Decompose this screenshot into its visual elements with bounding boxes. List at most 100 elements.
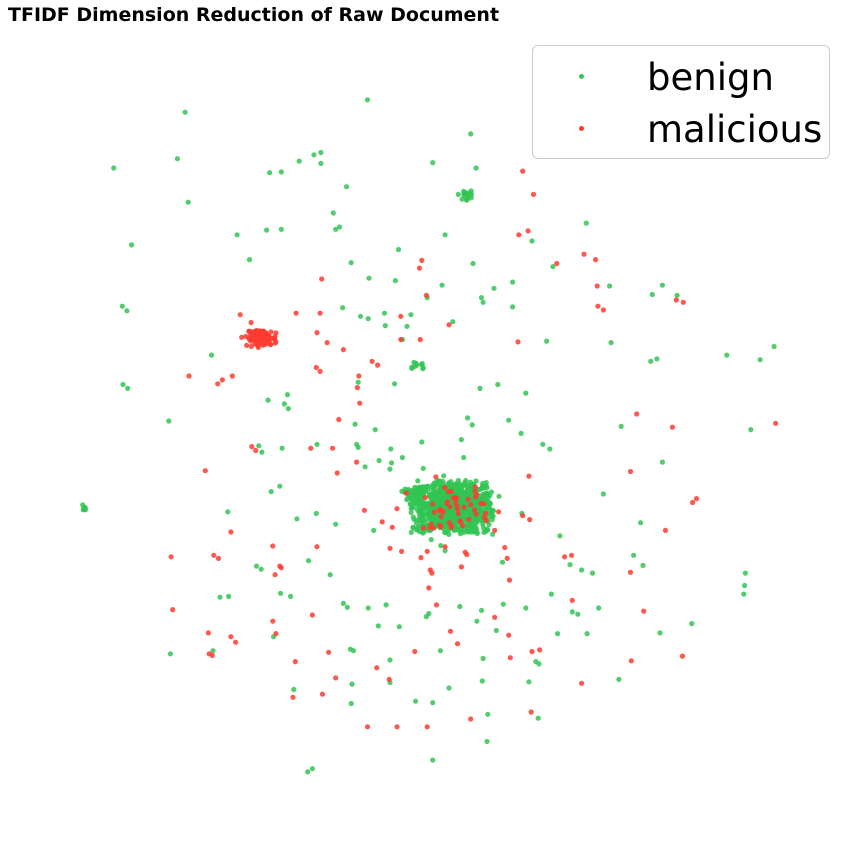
data-point-benign: [459, 196, 465, 202]
cluster-point-benign: [440, 493, 446, 499]
cluster-point-malicious: [266, 333, 272, 340]
cluster-point-benign: [412, 484, 418, 490]
data-point-malicious: [468, 716, 474, 722]
data-point-malicious: [690, 499, 696, 506]
data-point-malicious: [418, 555, 424, 561]
cluster-point-malicious: [455, 510, 461, 517]
data-point-benign: [125, 385, 131, 391]
cluster-point-malicious: [457, 518, 463, 524]
data-point-benign: [550, 264, 556, 270]
cluster-point-malicious: [468, 501, 474, 508]
data-point-benign: [234, 232, 240, 238]
cluster-point-benign: [486, 505, 492, 511]
data-point-malicious: [569, 597, 575, 603]
cluster-point-benign: [454, 482, 460, 488]
data-point-malicious: [433, 602, 440, 608]
cluster-point-malicious: [472, 507, 478, 513]
data-point-benign: [430, 757, 436, 763]
data-point-benign: [540, 441, 546, 447]
cluster-point-malicious: [450, 495, 456, 501]
data-point-benign: [333, 226, 339, 232]
data-point-benign: [631, 552, 637, 558]
data-point-benign: [313, 510, 319, 516]
data-point-benign: [294, 516, 300, 522]
cluster-point-malicious: [472, 488, 478, 494]
data-point-benign: [277, 483, 283, 489]
data-point-benign: [420, 465, 426, 471]
data-point-benign: [119, 303, 125, 309]
data-point-benign: [450, 319, 456, 325]
data-point-benign: [318, 160, 324, 166]
data-point-malicious: [662, 527, 669, 534]
data-point-benign: [278, 590, 284, 596]
data-point-benign: [225, 509, 231, 515]
data-point-benign: [278, 226, 284, 232]
data-point-malicious: [506, 577, 513, 583]
data-point-benign: [659, 282, 666, 288]
data-point-benign: [509, 279, 516, 285]
data-point-benign: [395, 246, 402, 253]
data-point-benign: [305, 558, 312, 564]
cluster-point-malicious: [446, 520, 452, 526]
data-point-malicious: [537, 647, 543, 653]
data-point-benign: [340, 600, 346, 607]
data-point-malicious: [426, 585, 432, 591]
data-point-malicious: [448, 524, 454, 530]
data-point-benign: [468, 131, 474, 137]
data-point-benign: [431, 480, 437, 486]
data-point-benign: [526, 679, 532, 685]
data-point-malicious: [253, 447, 259, 454]
data-point-benign: [388, 446, 394, 452]
data-point-benign: [607, 283, 613, 289]
cluster-point-malicious: [256, 336, 262, 342]
cluster-point-malicious: [244, 342, 250, 348]
data-point-benign: [470, 260, 476, 267]
data-point-malicious: [215, 381, 221, 387]
cluster-point-benign: [446, 531, 452, 538]
data-point-benign: [318, 149, 324, 156]
data-point-benign: [296, 158, 302, 164]
data-point-malicious: [354, 459, 360, 465]
cluster-point-benign: [404, 497, 410, 503]
data-point-benign: [499, 559, 506, 565]
data-point-benign: [408, 312, 414, 318]
data-point-benign: [518, 430, 524, 436]
data-point-malicious: [530, 191, 537, 197]
chart-title: TFIDF Dimension Reduction of Raw Documen…: [8, 4, 500, 26]
cluster-point-benign: [425, 511, 431, 517]
data-point-benign: [265, 397, 271, 403]
data-point-benign: [259, 449, 265, 455]
cluster-point-benign: [423, 502, 429, 508]
cluster-point-benign: [490, 531, 496, 537]
data-point-benign: [555, 631, 561, 637]
data-point-benign: [387, 657, 393, 663]
cluster-point-benign: [418, 512, 424, 519]
cluster-point-malicious: [248, 343, 254, 349]
data-point-malicious: [330, 445, 336, 451]
data-point-malicious: [314, 330, 320, 336]
data-point-malicious: [628, 658, 634, 664]
data-point-malicious: [340, 347, 346, 353]
data-point-malicious: [319, 691, 326, 697]
data-point-malicious: [525, 228, 531, 234]
data-point-benign: [500, 601, 506, 607]
data-point-malicious: [170, 607, 176, 613]
cluster-point-malicious: [248, 330, 254, 336]
data-point-benign: [399, 454, 405, 461]
data-point-malicious: [272, 572, 278, 578]
data-point-benign: [388, 460, 395, 466]
data-point-benign: [596, 605, 602, 611]
data-point-benign: [491, 285, 497, 291]
data-point-malicious: [228, 634, 234, 640]
cluster-point-malicious: [431, 525, 437, 531]
cluster-point-malicious: [255, 330, 261, 336]
data-point-malicious: [317, 368, 323, 374]
data-point-malicious: [423, 292, 429, 298]
cluster-point-benign: [482, 490, 488, 497]
data-point-benign: [461, 454, 467, 461]
data-point-benign: [529, 238, 535, 244]
data-point-malicious: [228, 529, 234, 535]
data-point-malicious: [398, 313, 404, 319]
cluster-point-benign: [488, 489, 495, 495]
